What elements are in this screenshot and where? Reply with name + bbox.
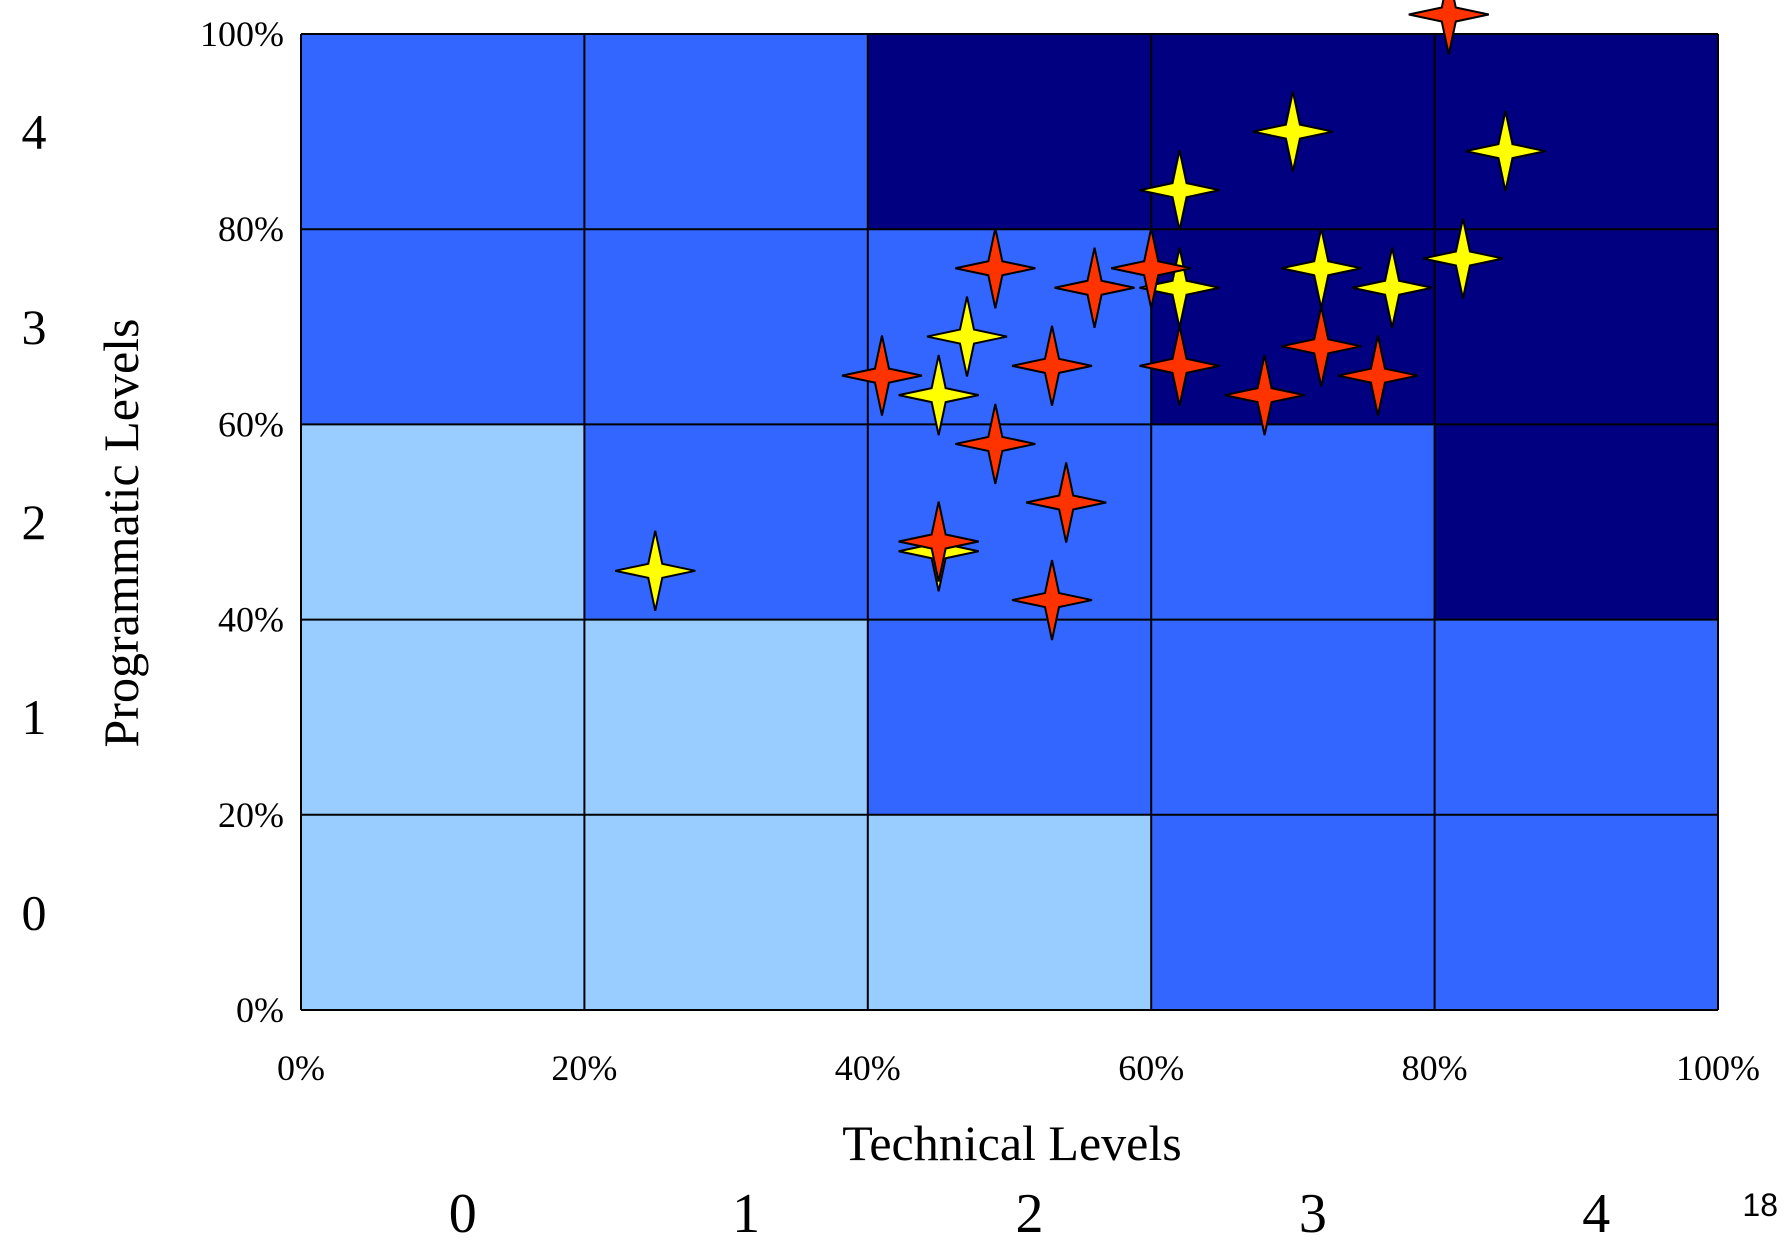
star-marker: [841, 335, 923, 416]
x-tick-label: 60%: [1118, 1048, 1184, 1088]
x-level-label: 3: [1299, 1183, 1327, 1245]
x-level-label: 1: [732, 1183, 760, 1245]
y-tick-label: 60%: [218, 404, 284, 444]
x-tick-label: 40%: [835, 1048, 901, 1088]
y-level-label: 3: [22, 299, 47, 355]
zone-cell: [584, 34, 868, 230]
zone-cell: [301, 619, 585, 815]
zone-cell: [1151, 619, 1435, 815]
zone-cell: [867, 814, 1152, 1010]
y-tick-label: 0%: [236, 990, 284, 1030]
star-marker: [955, 228, 1036, 309]
zone-cell: [584, 229, 868, 425]
zone-cell: [867, 424, 1152, 620]
x-level-label: 2: [1016, 1183, 1044, 1245]
y-level-label: 0: [22, 884, 47, 940]
star-marker: [1281, 306, 1362, 387]
zone-cell: [1434, 424, 1718, 620]
y-level-label: 4: [22, 104, 47, 160]
x-tick-label: 100%: [1676, 1048, 1760, 1088]
zone-cell: [867, 34, 1152, 230]
zone-cell: [1434, 619, 1718, 815]
zone-cell: [1151, 814, 1435, 1010]
zone-cell: [301, 229, 585, 425]
zone-cell: [584, 424, 868, 620]
y-tick-labels: 0% 20% 40% 60% 80% 100%: [200, 14, 284, 1030]
y-level-label: 1: [22, 689, 47, 745]
star-marker: [1054, 247, 1135, 328]
x-level-label: 4: [1582, 1183, 1610, 1245]
zone-cell: [584, 619, 868, 815]
zone-cells: [301, 34, 1718, 1010]
y-tick-label: 20%: [218, 795, 284, 835]
star-marker: [1110, 228, 1192, 309]
star-marker: [1025, 462, 1107, 543]
page-number: 18: [1742, 1187, 1778, 1223]
star-marker: [898, 354, 979, 436]
star-marker: [1224, 354, 1305, 436]
y-level-label: 2: [22, 494, 47, 550]
star-marker: [1011, 325, 1093, 407]
star-marker: [1252, 91, 1334, 172]
x-tick-label: 0%: [277, 1048, 325, 1088]
zone-cell: [584, 814, 868, 1010]
y-tick-label: 80%: [218, 209, 284, 249]
zone-cell: [301, 34, 585, 230]
gridlines: [300, 33, 1719, 1011]
zone-cell: [301, 424, 585, 620]
x-tick-label: 80%: [1402, 1048, 1468, 1088]
star-marker: [615, 530, 696, 612]
x-tick-label: 20%: [551, 1048, 617, 1088]
star-marker: [1422, 218, 1504, 299]
star-marker: [926, 296, 1008, 377]
data-markers: [615, 0, 1546, 641]
star-marker: [1351, 247, 1433, 328]
y-level-labels: 0 1 2 3 4: [22, 104, 47, 941]
x-level-label: 0: [449, 1183, 477, 1245]
x-axis-label: Technical Levels: [842, 1115, 1181, 1171]
zone-cell: [1434, 814, 1718, 1010]
y-tick-label: 100%: [200, 14, 284, 54]
x-tick-labels: 0% 20% 40% 60% 80% 100%: [277, 1048, 1760, 1088]
zone-cell: [301, 814, 585, 1010]
star-marker: [1139, 325, 1220, 407]
zone-cell: [1434, 34, 1718, 230]
y-axis-label: Programmatic Levels: [93, 318, 149, 747]
zone-cell: [867, 619, 1152, 815]
x-level-labels: 0 1 2 3 4: [449, 1183, 1611, 1245]
star-marker: [1139, 149, 1220, 231]
zone-cell: [1151, 424, 1435, 620]
star-marker: [1465, 110, 1546, 192]
star-marker: [955, 403, 1036, 485]
star-marker: [898, 501, 979, 582]
y-tick-label: 40%: [218, 600, 284, 640]
star-marker: [1408, 0, 1489, 55]
star-marker: [1011, 559, 1093, 641]
star-marker: [1337, 335, 1419, 416]
